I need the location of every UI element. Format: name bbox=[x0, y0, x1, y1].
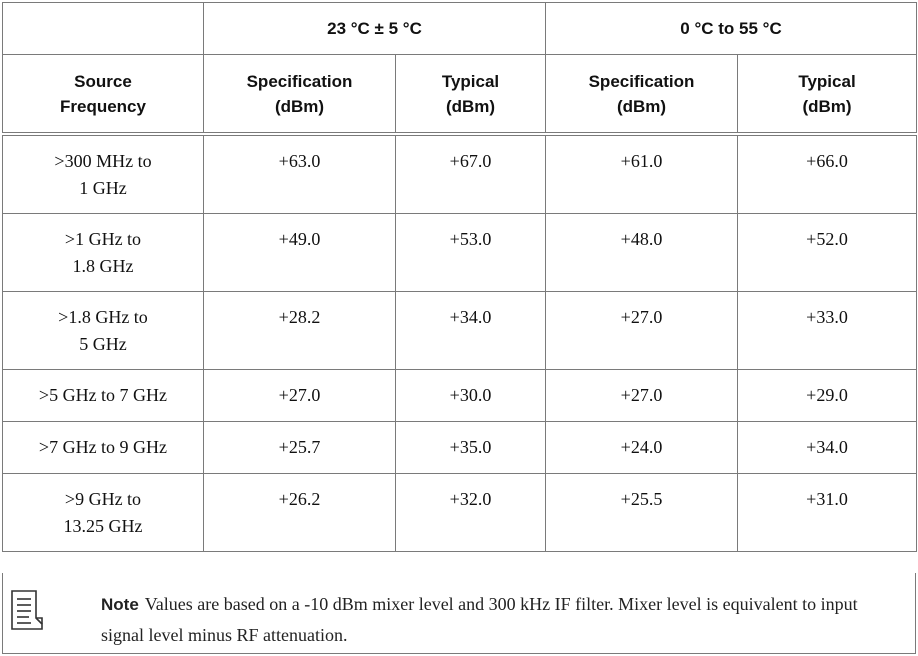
typical-b-cell: +66.0 bbox=[736, 133, 918, 214]
spec-a-cell: +27.0 bbox=[203, 369, 396, 422]
typical-b-cell: +33.0 bbox=[736, 291, 918, 370]
typical-b-cell: +29.0 bbox=[736, 369, 918, 422]
frequency-line: >300 MHz to bbox=[54, 151, 152, 171]
spec-a-cell: +26.2 bbox=[203, 473, 396, 552]
table-row: >5 GHz to 7 GHz +27.0 +30.0 +27.0 +29.0 bbox=[2, 369, 918, 422]
spec-b-cell: +61.0 bbox=[545, 133, 738, 214]
note-text-block: Note Values are based on a -10 dBm mixer … bbox=[101, 589, 891, 650]
table-row: >1.8 GHz to 5 GHz +28.2 +34.0 +27.0 +33.0 bbox=[2, 291, 918, 370]
typical-b-cell: +31.0 bbox=[736, 473, 918, 552]
typical-a-cell: +32.0 bbox=[395, 473, 546, 552]
header-group-b: 0 °C to 55 °C bbox=[544, 2, 918, 55]
spec-b-cell: +27.0 bbox=[545, 291, 738, 370]
header-typical-b-line: Typical bbox=[798, 71, 856, 91]
spec-a-cell: +25.7 bbox=[203, 421, 396, 474]
frequency-line: >5 GHz to 7 GHz bbox=[38, 385, 168, 405]
header-source-frequency-line: Source bbox=[74, 71, 132, 91]
frequency-cell: >1 GHz to 1.8 GHz bbox=[2, 213, 204, 292]
table-row: >7 GHz to 9 GHz +25.7 +35.0 +24.0 +34.0 bbox=[2, 421, 918, 474]
typical-a-cell: +53.0 bbox=[395, 213, 546, 292]
header-typical-a-line: (dBm) bbox=[445, 96, 496, 116]
typical-a-cell: +34.0 bbox=[395, 291, 546, 370]
frequency-cell: >300 MHz to 1 GHz bbox=[2, 133, 204, 214]
header-spec-b: Specification (dBm) bbox=[545, 54, 738, 136]
spec-a-cell: +28.2 bbox=[203, 291, 396, 370]
table-row: >9 GHz to 13.25 GHz +26.2 +32.0 +25.5 +31.0 bbox=[2, 473, 918, 552]
frequency-line: >9 GHz to bbox=[64, 489, 142, 509]
frequency-cell: >7 GHz to 9 GHz bbox=[2, 421, 204, 474]
header-spec-b-line: Specification bbox=[588, 71, 695, 91]
header-blank-cell bbox=[2, 2, 204, 55]
header-spec-a-line: Specification bbox=[246, 71, 353, 91]
spec-a-cell: +63.0 bbox=[203, 133, 396, 214]
spec-b-cell: +24.0 bbox=[545, 421, 738, 474]
note-icon bbox=[11, 590, 43, 630]
table-row: >1 GHz to 1.8 GHz +49.0 +53.0 +48.0 +52.0 bbox=[2, 213, 918, 292]
frequency-line: >1 GHz to bbox=[64, 229, 142, 249]
frequency-line: >1.8 GHz to bbox=[58, 307, 148, 327]
header-group-a: 23 °C ± 5 °C bbox=[203, 2, 546, 55]
frequency-line: 1 GHz bbox=[79, 178, 127, 198]
frequency-cell: >5 GHz to 7 GHz bbox=[2, 369, 204, 422]
spec-b-cell: +25.5 bbox=[545, 473, 738, 552]
typical-b-cell: +52.0 bbox=[736, 213, 918, 292]
typical-a-cell: +67.0 bbox=[395, 133, 546, 214]
header-spec-a: Specification (dBm) bbox=[203, 54, 396, 136]
header-typical-b: Typical (dBm) bbox=[736, 54, 918, 136]
frequency-line: 5 GHz bbox=[79, 334, 127, 354]
header-typical-a: Typical (dBm) bbox=[395, 54, 546, 136]
spec-b-cell: +27.0 bbox=[545, 369, 738, 422]
frequency-cell: >1.8 GHz to 5 GHz bbox=[2, 291, 204, 370]
spec-a-cell: +49.0 bbox=[203, 213, 396, 292]
typical-a-cell: +30.0 bbox=[395, 369, 546, 422]
note-body: Values are based on a -10 dBm mixer leve… bbox=[101, 594, 858, 645]
frequency-line: >7 GHz to 9 GHz bbox=[38, 437, 168, 457]
frequency-cell: >9 GHz to 13.25 GHz bbox=[2, 473, 204, 552]
header-source-frequency: Source Frequency bbox=[2, 54, 204, 136]
header-spec-b-line: (dBm) bbox=[616, 96, 667, 116]
header-source-frequency-line: Frequency bbox=[60, 96, 146, 116]
header-spec-a-line: (dBm) bbox=[274, 96, 325, 116]
spec-table: 23 °C ± 5 °C 0 °C to 55 °C Source Frequen… bbox=[2, 2, 918, 552]
frequency-line: 13.25 GHz bbox=[63, 516, 143, 536]
note-box: Note Values are based on a -10 dBm mixer … bbox=[2, 573, 916, 654]
typical-a-cell: +35.0 bbox=[395, 421, 546, 474]
table-row: >300 MHz to 1 GHz +63.0 +67.0 +61.0 +66.0 bbox=[2, 133, 918, 214]
frequency-line: 1.8 GHz bbox=[72, 256, 134, 276]
typical-b-cell: +34.0 bbox=[736, 421, 918, 474]
note-label: Note bbox=[101, 595, 139, 614]
spec-b-cell: +48.0 bbox=[545, 213, 738, 292]
header-typical-b-line: (dBm) bbox=[802, 96, 852, 116]
header-typical-a-line: Typical bbox=[441, 71, 500, 91]
